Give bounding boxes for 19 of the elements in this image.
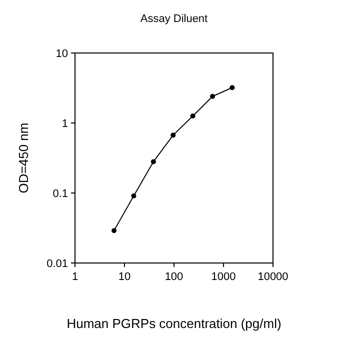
point (112, 228, 117, 234)
y-axis-title: OD=450 nm (16, 122, 31, 194)
point (131, 193, 136, 198)
point (210, 94, 216, 99)
chart-title: Assay Diluent (140, 13, 208, 25)
y-tick-label: 0.01 (46, 258, 68, 270)
x-axis-title: Human PGRPs concentration (pg/ml) (66, 316, 282, 331)
x-tick-label: 10000 (258, 271, 288, 283)
point (170, 132, 176, 138)
point (230, 85, 235, 90)
x-tick-label: 10 (118, 271, 131, 283)
point (190, 113, 196, 118)
point (150, 159, 156, 164)
x-tick-label: 1000 (211, 271, 236, 283)
x-tick-label: 1 (72, 271, 78, 283)
x-tick-label: 100 (164, 271, 184, 283)
y-tick-label: 1 (62, 118, 68, 130)
y-tick-label: 10 (56, 48, 68, 60)
y-tick-label: 0.1 (52, 188, 68, 200)
